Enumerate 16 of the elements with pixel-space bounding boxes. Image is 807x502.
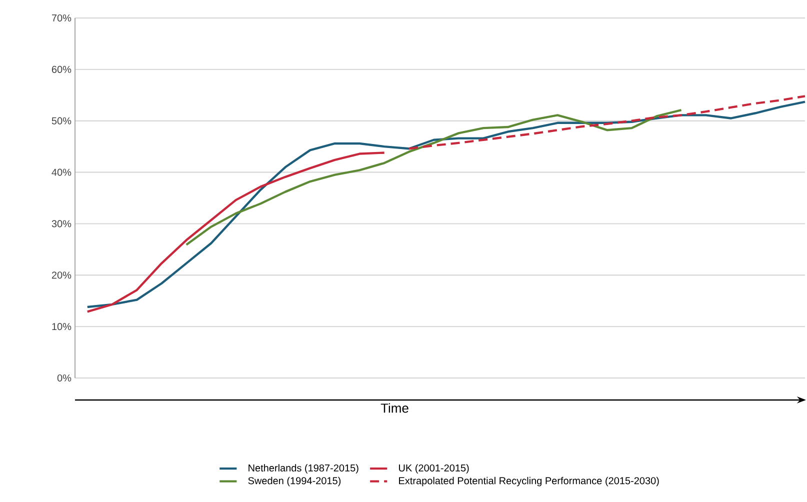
y-tick-label: 70% [52, 14, 72, 22]
y-tick-label: 0% [57, 374, 72, 382]
y-tick-label: 20% [52, 272, 72, 279]
line-series [408, 95, 806, 150]
legend-label: Netherlands (1987-2015) [248, 464, 358, 474]
legend-label: UK (2001-2015) [399, 464, 469, 474]
y-tick-label: 50% [52, 117, 72, 124]
y-tick-label: 40% [52, 168, 72, 176]
line-series [185, 108, 682, 246]
y-tick-label: 10% [52, 323, 72, 330]
legend-label: Sweden (1994-2015) [248, 476, 341, 486]
legend-label: Extrapolated Potential Recycling Performance (2015-2030) [399, 476, 659, 486]
line-series [86, 152, 386, 313]
x-axis-title: Time [380, 403, 408, 413]
y-tick-label: 60% [52, 66, 72, 73]
y-tick-label: 30% [52, 220, 72, 228]
